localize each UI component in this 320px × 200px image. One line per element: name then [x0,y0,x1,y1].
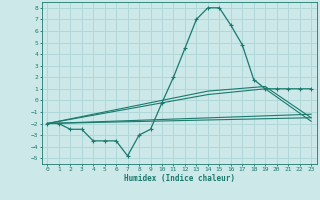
X-axis label: Humidex (Indice chaleur): Humidex (Indice chaleur) [124,174,235,183]
